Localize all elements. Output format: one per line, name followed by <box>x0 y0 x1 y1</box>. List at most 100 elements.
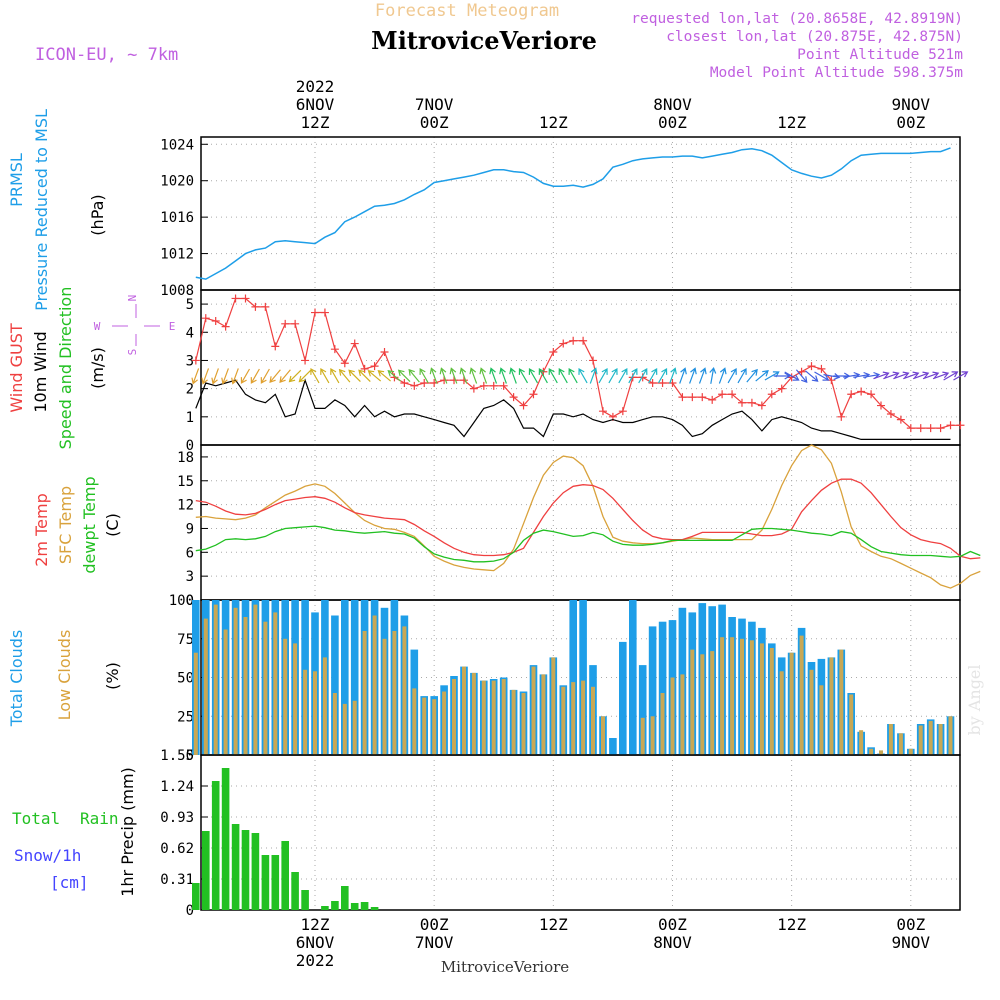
forecast-title: Forecast Meteogram <box>375 1 559 21</box>
low-cloud-bar <box>839 649 844 755</box>
rain-bar <box>321 906 329 910</box>
top-time-date: 6NOV <box>296 95 335 114</box>
low-cloud-bar <box>521 693 526 755</box>
wind-arrow <box>718 367 727 384</box>
wind-arrow <box>330 367 340 384</box>
total-cloud-bar <box>648 626 657 755</box>
y-tick-label: 25 <box>177 709 194 725</box>
gust-marker <box>390 373 399 382</box>
low-cloud-bar <box>233 607 238 756</box>
wind-arrow <box>221 368 229 385</box>
y-tick-label: 1.24 <box>160 779 194 795</box>
y-tick-label: 4 <box>186 325 194 341</box>
total-cloud-bar <box>579 600 587 755</box>
low-cloud-bar <box>541 674 546 755</box>
low-cloud-bar <box>819 685 824 756</box>
low-cloud-bar <box>313 671 317 755</box>
wind-arrow <box>795 369 808 383</box>
compass-s: S <box>126 349 139 356</box>
gust-marker <box>350 339 359 348</box>
y-tick-label: 0 <box>186 748 194 764</box>
low-cloud-bar <box>779 671 784 755</box>
wind-arrow <box>548 367 558 384</box>
low-cloud-bar <box>591 686 595 755</box>
dewpt-line <box>195 525 981 563</box>
gust-line <box>195 297 961 429</box>
gust-marker <box>291 319 300 328</box>
rain-bar <box>202 831 210 910</box>
y-tick-label: 0 <box>186 903 194 919</box>
gust-marker <box>211 317 220 325</box>
bottom-time-hour: 12Z <box>777 915 806 934</box>
wind-arrow <box>269 369 281 383</box>
low-cloud-bar <box>422 697 427 755</box>
wind-arrow <box>746 368 758 383</box>
model-altitude: Model Point Altitude 598.375m <box>710 65 963 81</box>
wind-arrow <box>578 367 588 384</box>
bottom-time-hour: 00Z <box>420 915 449 934</box>
low-cloud-bar <box>789 652 794 755</box>
y-tick-label: 1012 <box>160 247 194 263</box>
sfc-label: SFC Temp <box>56 486 75 564</box>
closest-coords: closest lon,lat (20.875E, 42.875N) <box>666 29 963 45</box>
low-cloud-bar <box>382 638 387 756</box>
low-cloud-bar <box>670 677 675 755</box>
gust-marker <box>330 345 339 354</box>
low-cloud-bar <box>759 643 764 755</box>
y-tick-label: 0.62 <box>160 841 194 857</box>
gust-marker <box>867 390 876 399</box>
wind-arrow <box>211 368 219 385</box>
bottom-time-date: 7NOV <box>415 933 454 952</box>
pressure-unit: (hPa) <box>88 194 107 235</box>
rain-bar <box>281 841 289 910</box>
low-cloud-bar <box>561 686 566 755</box>
rain-bar <box>271 855 280 910</box>
wind-arrow <box>618 367 628 384</box>
wind-arrow <box>932 371 950 380</box>
y-tick-label: 0 <box>186 593 194 609</box>
wind-arrow <box>419 367 429 384</box>
bottom-time-hour: 00Z <box>658 915 687 934</box>
gust-marker <box>469 384 478 393</box>
top-time-hour: 12Z <box>539 113 568 132</box>
low-cloud-bar <box>928 720 933 755</box>
gust-marker <box>489 381 498 390</box>
t2m-line <box>195 478 981 560</box>
gust-marker <box>847 390 856 399</box>
gust-marker <box>916 424 925 433</box>
low-cloud-bar <box>948 716 953 756</box>
wind-arrow <box>298 369 312 383</box>
bottom-time-hour: 00Z <box>896 915 925 934</box>
wind-arrow <box>367 370 382 382</box>
wind-arrow <box>310 367 320 384</box>
wind-arrow <box>727 367 737 384</box>
gust-marker <box>479 381 488 390</box>
wind-arrow <box>479 367 488 384</box>
low-cloud-bar <box>581 680 586 755</box>
total-cloud-bar <box>350 600 359 755</box>
gust-label: Wind GUST <box>7 323 26 413</box>
low-cloud-bar <box>640 717 645 755</box>
gust-marker <box>529 390 538 399</box>
panel-pressure: 1008 1012 1016 1020 1024 <box>160 136 961 299</box>
wind-arrow <box>737 367 747 384</box>
gust-marker <box>648 379 657 387</box>
gust-marker <box>221 322 230 331</box>
low-cloud-bar <box>571 682 576 755</box>
rain-label: Total <box>12 809 60 828</box>
low-cloud-bar <box>730 637 735 755</box>
low-cloud-bar <box>442 691 447 755</box>
pressure-label1: PRMSL <box>7 153 26 207</box>
wind-speed-line <box>195 378 951 440</box>
cloud-unit: (%) <box>103 662 122 690</box>
wind-arrow <box>538 367 548 384</box>
wind-arrow <box>608 367 618 384</box>
panel-frame <box>200 754 961 911</box>
low-cloud-bar <box>203 618 208 755</box>
low-cloud-bar <box>918 725 923 755</box>
rain-bar <box>350 903 359 910</box>
y-tick-label: 18 <box>177 450 194 466</box>
low-cloud-bar <box>511 689 516 755</box>
gust-marker <box>410 381 419 390</box>
wind-unit: (m/s) <box>88 347 107 389</box>
